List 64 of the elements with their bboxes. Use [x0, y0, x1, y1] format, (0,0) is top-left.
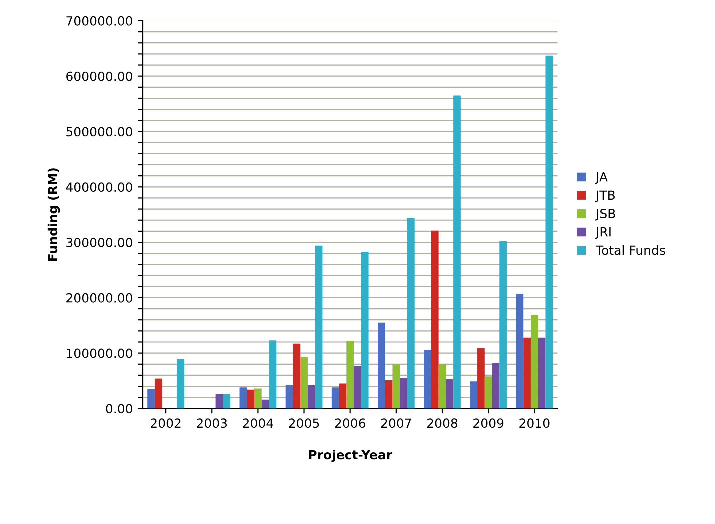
bar — [354, 366, 362, 409]
x-tick-label: 2008 — [428, 418, 458, 428]
legend-label: JA — [595, 172, 608, 184]
y-tick-label: 300000.00 — [66, 238, 132, 248]
bar — [361, 252, 369, 409]
legend-label: Total Funds — [596, 245, 666, 256]
bar — [446, 379, 454, 409]
bar — [470, 382, 478, 409]
bar — [431, 230, 439, 409]
bar — [339, 384, 347, 409]
bar — [424, 350, 432, 409]
legend-label: JRI — [595, 228, 611, 240]
y-axis-title: Funding (RM) — [48, 168, 60, 262]
y-tick-label: 600000.00 — [66, 72, 132, 82]
bar — [546, 56, 554, 409]
y-tick-label: 700000.00 — [66, 16, 132, 26]
bar — [530, 315, 538, 409]
bar — [216, 394, 224, 409]
bar — [385, 380, 393, 409]
bar — [148, 389, 155, 409]
y-tick-label: 0.00 — [106, 404, 132, 414]
y-tick-label: 100000.00 — [67, 348, 132, 358]
bar — [438, 364, 446, 409]
bar — [300, 357, 308, 409]
bar — [240, 388, 248, 409]
bar — [378, 322, 386, 409]
x-axis-title: Project-Year — [309, 450, 393, 462]
y-tick-label: 500000.00 — [66, 127, 132, 137]
bar — [524, 338, 531, 409]
bar — [400, 378, 408, 409]
legend-label: JSB — [595, 209, 616, 221]
x-tick-label: 2006 — [335, 418, 366, 428]
x-tick-label: 2005 — [289, 418, 320, 428]
x-tick-label: 2004 — [243, 418, 274, 428]
y-tick-label: 400000.00 — [66, 182, 132, 192]
x-tick-label: 2002 — [151, 418, 181, 428]
x-tick-label: 2010 — [520, 418, 550, 428]
bar — [392, 364, 400, 409]
bar — [154, 378, 162, 409]
bar — [177, 359, 184, 409]
bar — [478, 348, 485, 409]
y-tick-label: 200000.00 — [66, 293, 132, 303]
bar — [407, 218, 415, 409]
bar — [346, 341, 354, 409]
bar — [286, 385, 294, 409]
bar — [500, 241, 508, 409]
bar — [538, 338, 546, 409]
bar — [262, 400, 270, 409]
bar — [308, 385, 316, 409]
x-tick-label: 2003 — [197, 418, 228, 428]
bar — [254, 388, 262, 409]
bar — [269, 340, 277, 409]
bar — [315, 246, 323, 409]
bar — [293, 344, 301, 409]
bar — [454, 96, 461, 409]
bar — [516, 294, 524, 409]
bar — [247, 390, 255, 409]
bar — [332, 388, 340, 409]
bar — [484, 376, 492, 409]
bar — [492, 363, 500, 409]
bar — [223, 394, 231, 409]
x-tick-label: 2007 — [381, 418, 412, 428]
legend-label: JTB — [595, 190, 616, 202]
x-tick-label: 2009 — [474, 418, 504, 428]
